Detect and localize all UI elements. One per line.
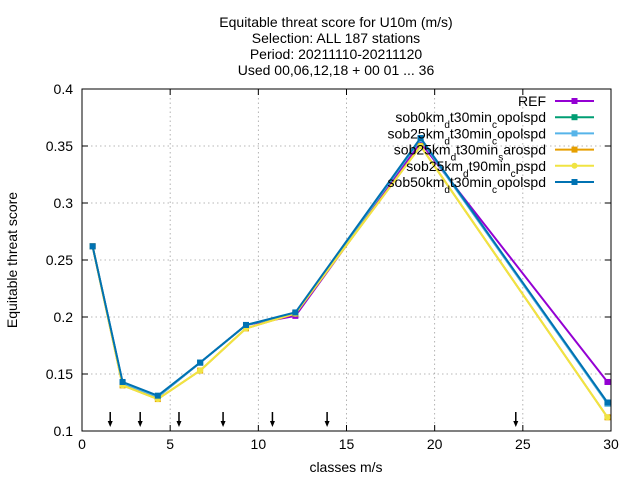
series-line bbox=[91, 137, 609, 404]
class-boundary-arrowhead bbox=[107, 421, 113, 427]
legend-entry: sob0kmdt30mincopolspd bbox=[395, 109, 594, 131]
legend-subscript: c bbox=[492, 136, 497, 147]
data-point bbox=[119, 378, 126, 385]
legend-subscript: d bbox=[463, 168, 469, 179]
legend-entry: sob25kmdt30mincopolspd bbox=[388, 125, 594, 147]
data-point bbox=[242, 321, 249, 328]
data-point bbox=[604, 414, 611, 421]
title-line-3: Period: 20211110-20211120 bbox=[250, 46, 423, 62]
title-line-1: Equitable threat score for U10m (m/s) bbox=[219, 14, 452, 30]
legend-text-part: t30min bbox=[456, 142, 498, 158]
data-point bbox=[89, 243, 96, 250]
class-boundary-arrowhead bbox=[220, 421, 226, 427]
x-tick-label: 0 bbox=[78, 436, 86, 452]
legend-marker bbox=[571, 146, 578, 153]
legend-text-part: t30min bbox=[450, 109, 492, 125]
legend-subscript: c bbox=[492, 185, 497, 196]
chart-title: Equitable threat score for U10m (m/s) Se… bbox=[219, 14, 452, 78]
legend-label: sob25kmdt30minsarospd bbox=[394, 142, 546, 164]
data-point bbox=[604, 399, 611, 406]
legend-subscript: d bbox=[444, 185, 450, 196]
data-point bbox=[154, 392, 161, 399]
data-point bbox=[604, 378, 611, 385]
legend-entry: REF bbox=[518, 93, 594, 109]
y-tick-label: 0.4 bbox=[54, 81, 74, 97]
legend-text-part: pspd bbox=[516, 158, 546, 174]
x-tick-label: 10 bbox=[251, 436, 267, 452]
class-markers bbox=[107, 412, 519, 427]
y-tick-label: 0.2 bbox=[54, 309, 74, 325]
legend-text-part: t30min bbox=[450, 125, 492, 141]
class-boundary-arrowhead bbox=[269, 421, 275, 427]
x-tick-label: 30 bbox=[603, 436, 619, 452]
plot-frame bbox=[81, 88, 612, 432]
legend-subscript: c bbox=[511, 168, 516, 179]
series-line bbox=[91, 145, 609, 418]
legend-label: sob25kmdt90mincpspd bbox=[406, 158, 546, 180]
legend-label: REF bbox=[518, 93, 546, 109]
legend-subscript: c bbox=[492, 120, 497, 131]
legend-label: sob0kmdt30mincopolspd bbox=[395, 109, 546, 131]
legend-label: sob25kmdt30mincopolspd bbox=[388, 125, 546, 147]
legend-marker bbox=[571, 179, 578, 185]
y-tick-label: 0.1 bbox=[54, 423, 74, 439]
legend-label: sob50kmdt30mincopolspd bbox=[388, 174, 546, 196]
data-point bbox=[197, 359, 204, 366]
title-line-2: Selection: ALL 187 stations bbox=[252, 30, 420, 46]
legend-subscript: d bbox=[444, 120, 450, 131]
legend-text-part: t90min bbox=[469, 158, 511, 174]
legend-text-part: sob50km bbox=[388, 174, 445, 190]
class-boundary-arrowhead bbox=[176, 421, 182, 427]
grid bbox=[82, 89, 611, 431]
data-point bbox=[197, 367, 204, 374]
data-point bbox=[417, 139, 424, 146]
legend-entry: sob25kmdt30minsarospd bbox=[394, 142, 594, 164]
class-boundary-arrowhead bbox=[324, 421, 330, 427]
series-lines bbox=[89, 135, 611, 421]
legend-text-part: arospd bbox=[503, 142, 546, 158]
legend-text-part: t30min bbox=[450, 174, 492, 190]
class-boundary-arrowhead bbox=[137, 421, 143, 427]
legend-entry: sob50kmdt30mincopolspd bbox=[388, 174, 594, 196]
legend: REFsob0kmdt30mincopolspdsob25kmdt30minco… bbox=[388, 93, 594, 196]
legend-text-part: opolspd bbox=[497, 125, 546, 141]
legend-marker bbox=[571, 114, 578, 121]
series-6 bbox=[89, 135, 611, 406]
data-point bbox=[417, 135, 424, 142]
class-boundary-arrowhead bbox=[513, 421, 519, 427]
legend-text-part: REF bbox=[518, 93, 546, 109]
legend-text-part: sob25km bbox=[394, 142, 451, 158]
x-tick-label: 15 bbox=[339, 436, 355, 452]
data-point bbox=[292, 309, 299, 316]
legend-text-part: opolspd bbox=[497, 174, 546, 190]
legend-text-part: sob25km bbox=[406, 158, 463, 174]
legend-text-part: sob25km bbox=[388, 125, 445, 141]
legend-text-part: opolspd bbox=[497, 109, 546, 125]
data-point bbox=[417, 143, 424, 149]
y-tick-label: 0.15 bbox=[46, 366, 73, 382]
legend-subscript: d bbox=[444, 136, 450, 147]
title-line-4: Used 00,06,12,18 + 00 01 ... 36 bbox=[238, 62, 435, 78]
y-tick-label: 0.25 bbox=[46, 252, 73, 268]
legend-subscript: d bbox=[451, 152, 457, 163]
y-tick-label: 0.3 bbox=[54, 195, 74, 211]
legend-subscript: s bbox=[498, 152, 503, 163]
x-tick-label: 25 bbox=[515, 436, 531, 452]
legend-marker bbox=[571, 98, 578, 104]
y-tick-label: 0.35 bbox=[46, 138, 73, 154]
legend-entry: sob25kmdt90mincpspd bbox=[406, 158, 594, 180]
legend-marker bbox=[571, 162, 578, 169]
x-axis-label: classes m/s bbox=[309, 459, 382, 475]
legend-marker bbox=[571, 130, 578, 137]
x-tick-label: 5 bbox=[166, 436, 174, 452]
y-axis-label: Equitable threat score bbox=[4, 192, 20, 328]
legend-text-part: sob0km bbox=[395, 109, 444, 125]
x-tick-label: 20 bbox=[427, 436, 443, 452]
